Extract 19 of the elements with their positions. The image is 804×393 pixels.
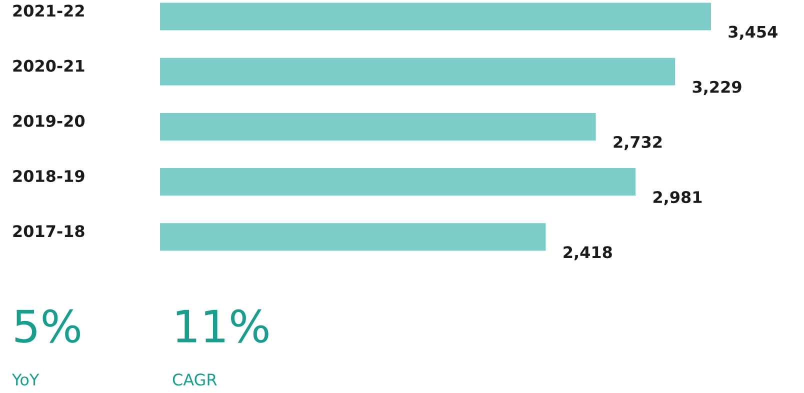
bar xyxy=(160,2,711,30)
data-label: 3,229 xyxy=(692,80,742,95)
y-tick-label: 2017-18 xyxy=(13,225,84,238)
text: 11% xyxy=(176,309,268,343)
bar xyxy=(160,112,596,141)
text: CAGR xyxy=(172,374,217,386)
bar xyxy=(160,223,546,251)
data-label: 2,732 xyxy=(614,136,662,150)
data-label: 2,418 xyxy=(564,246,612,260)
text: YoY xyxy=(12,374,40,386)
y-tick-label: 2020-21 xyxy=(13,60,84,72)
y-tick-label: 2021-22 xyxy=(13,4,84,17)
bar xyxy=(160,58,676,86)
text: 5% xyxy=(15,309,80,343)
data-label: 3,454 xyxy=(728,26,778,40)
y-tick-label: 2018-19 xyxy=(13,170,84,182)
y-tick-label: 2019-20 xyxy=(13,114,85,127)
bar xyxy=(160,168,636,196)
data-label: 2,981 xyxy=(653,191,702,206)
